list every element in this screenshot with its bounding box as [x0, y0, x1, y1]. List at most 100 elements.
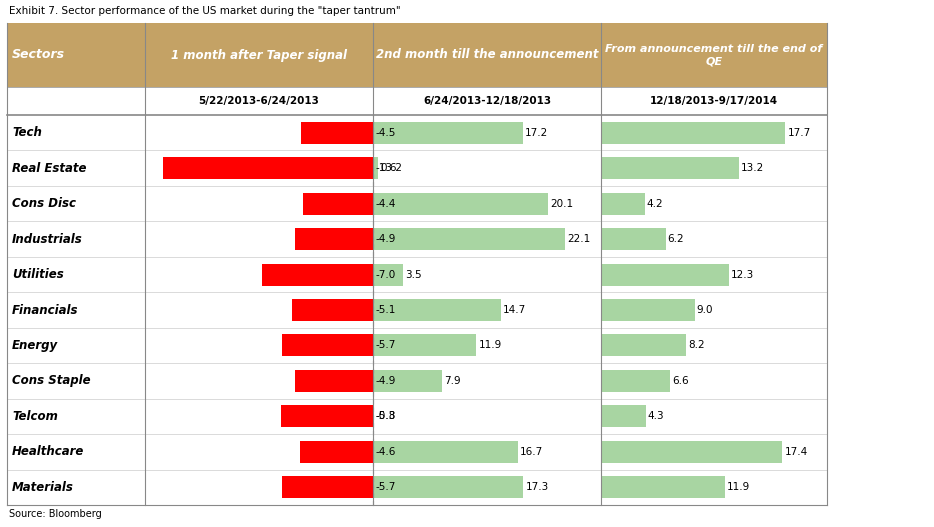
Bar	[371, 405, 373, 427]
Text: 17.4: 17.4	[785, 447, 808, 457]
Bar	[303, 193, 373, 214]
Text: -4.9: -4.9	[375, 234, 395, 244]
Text: 17.7: 17.7	[787, 128, 811, 138]
Text: 2nd month till the announcement: 2nd month till the announcement	[375, 48, 599, 62]
Text: Source: Bloomberg: Source: Bloomberg	[9, 509, 102, 519]
Text: 7.9: 7.9	[444, 376, 460, 386]
Text: 14.7: 14.7	[502, 305, 526, 315]
Bar	[373, 122, 522, 144]
Bar	[373, 335, 476, 356]
Text: 11.9: 11.9	[727, 482, 750, 492]
Text: 17.2: 17.2	[525, 128, 548, 138]
Text: Healthcare: Healthcare	[12, 445, 84, 458]
Bar	[601, 299, 695, 321]
Bar	[7, 23, 145, 87]
Bar	[373, 157, 378, 179]
Text: Sectors: Sectors	[12, 48, 65, 62]
Bar	[373, 193, 547, 214]
Bar	[601, 264, 729, 286]
Text: Exhibit 7. Sector performance of the US market during the "taper tantrum": Exhibit 7. Sector performance of the US …	[9, 6, 401, 16]
Text: 3.5: 3.5	[405, 269, 422, 279]
Text: -5.7: -5.7	[375, 482, 395, 492]
Text: Real Estate: Real Estate	[12, 162, 87, 174]
Bar	[7, 221, 827, 257]
Bar	[7, 186, 827, 221]
Bar	[7, 470, 827, 505]
Text: Industrials: Industrials	[12, 232, 83, 246]
Text: 6/24/2013-12/18/2013: 6/24/2013-12/18/2013	[423, 96, 551, 106]
Text: 17.3: 17.3	[526, 482, 548, 492]
Bar	[295, 370, 373, 392]
Bar	[262, 264, 373, 286]
Text: Utilities: Utilities	[12, 268, 64, 281]
Bar	[7, 257, 827, 292]
Bar	[7, 115, 827, 150]
Text: 0.6: 0.6	[380, 163, 397, 173]
Bar	[163, 157, 373, 179]
Text: -5.7: -5.7	[375, 340, 395, 350]
Text: 20.1: 20.1	[550, 199, 573, 209]
Bar	[7, 292, 827, 328]
Bar	[601, 441, 783, 463]
Text: From announcement till the end of
QE: From announcement till the end of QE	[605, 44, 823, 66]
Text: 6.6: 6.6	[672, 376, 688, 386]
Bar	[280, 405, 373, 427]
Text: Tech: Tech	[12, 126, 42, 139]
Text: -13.2: -13.2	[375, 163, 402, 173]
Text: Cons Staple: Cons Staple	[12, 374, 91, 387]
Bar	[7, 398, 827, 434]
Bar	[373, 370, 442, 392]
Text: 16.7: 16.7	[520, 447, 544, 457]
Bar	[373, 441, 518, 463]
Text: 1 month after Taper signal: 1 month after Taper signal	[171, 48, 347, 62]
Bar	[302, 122, 373, 144]
Bar	[601, 193, 644, 214]
Bar	[601, 122, 785, 144]
Bar	[373, 476, 523, 498]
Text: Financials: Financials	[12, 304, 78, 317]
Text: -0.3: -0.3	[375, 412, 395, 422]
Text: 13.2: 13.2	[741, 163, 764, 173]
Text: -7.0: -7.0	[375, 269, 395, 279]
Bar	[601, 405, 645, 427]
Bar	[295, 228, 373, 250]
Bar	[291, 299, 373, 321]
Bar	[601, 23, 827, 87]
Bar	[7, 363, 827, 398]
Text: -4.4: -4.4	[375, 199, 395, 209]
Bar	[601, 370, 670, 392]
Text: Energy: Energy	[12, 339, 58, 352]
Text: 4.3: 4.3	[648, 412, 664, 422]
Bar	[7, 328, 827, 363]
Text: -5.8: -5.8	[375, 412, 395, 422]
Text: 11.9: 11.9	[478, 340, 502, 350]
Bar	[373, 299, 501, 321]
Text: -5.1: -5.1	[375, 305, 395, 315]
Text: 9.0: 9.0	[697, 305, 714, 315]
Bar	[373, 87, 601, 115]
Bar	[7, 434, 827, 470]
Bar	[601, 87, 827, 115]
Bar	[7, 87, 145, 115]
Bar	[601, 476, 725, 498]
Bar	[300, 441, 373, 463]
Text: 12/18/2013-9/17/2014: 12/18/2013-9/17/2014	[650, 96, 778, 106]
Bar	[601, 335, 686, 356]
Text: 22.1: 22.1	[567, 234, 590, 244]
Text: 6.2: 6.2	[668, 234, 685, 244]
Text: Cons Disc: Cons Disc	[12, 197, 76, 210]
Bar	[601, 228, 666, 250]
Text: 12.3: 12.3	[731, 269, 755, 279]
Bar	[373, 228, 565, 250]
Text: -4.6: -4.6	[375, 447, 395, 457]
Text: Materials: Materials	[12, 481, 74, 494]
Bar	[282, 335, 373, 356]
Text: 8.2: 8.2	[688, 340, 705, 350]
Bar	[373, 23, 601, 87]
Bar	[145, 23, 373, 87]
Text: 4.2: 4.2	[646, 199, 663, 209]
Bar	[145, 87, 373, 115]
Bar	[373, 264, 403, 286]
Bar	[282, 476, 373, 498]
Text: Telcom: Telcom	[12, 410, 58, 423]
